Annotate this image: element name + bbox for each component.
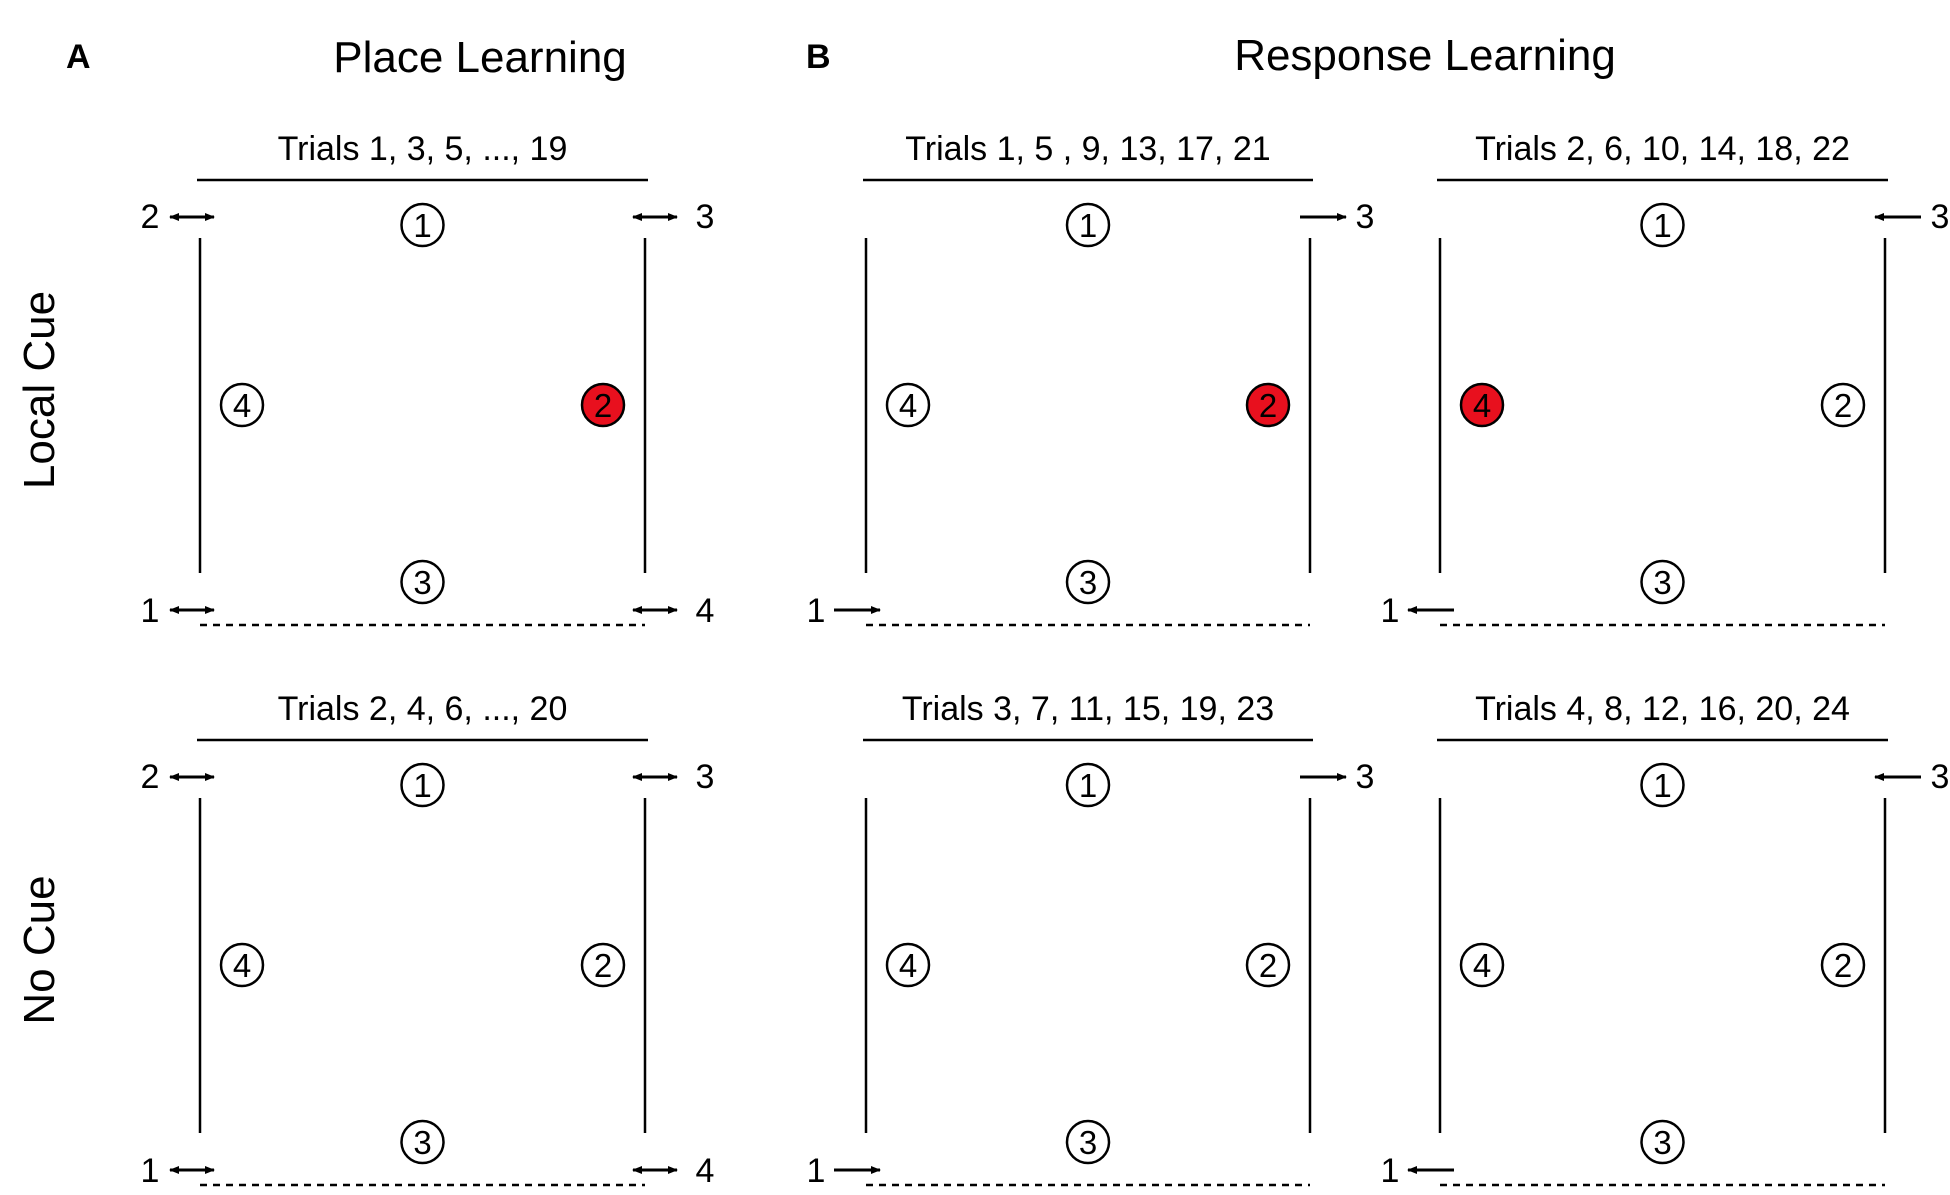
arm-circle-1 bbox=[400, 202, 445, 248]
maze-title: Trials 1, 5 , 9, 13, 17, 21 bbox=[905, 130, 1270, 168]
arm-circle-1 bbox=[1640, 202, 1685, 248]
arm-number-2: 2 bbox=[1259, 947, 1277, 984]
start-label-top-right: 3 bbox=[1931, 758, 1950, 796]
maze-title: Trials 2, 6, 10, 14, 18, 22 bbox=[1475, 130, 1850, 168]
start-label-top-right: 3 bbox=[1931, 198, 1950, 236]
arm-circle-1 bbox=[1640, 762, 1685, 808]
arm-circle-3 bbox=[1640, 1119, 1685, 1165]
arm-circle-1 bbox=[1065, 762, 1111, 808]
arm-circle-4 bbox=[885, 382, 931, 428]
arm-circle-4 bbox=[219, 382, 265, 428]
arm-number-4: 4 bbox=[1473, 387, 1491, 424]
start-label-top-left: 2 bbox=[141, 198, 160, 236]
arm-number-4: 4 bbox=[233, 947, 251, 984]
arm-number-1: 1 bbox=[1079, 767, 1097, 804]
arm-circle-3 bbox=[400, 1119, 445, 1165]
arm-circle-4 bbox=[885, 942, 931, 988]
arm-circle-3 bbox=[1065, 1119, 1111, 1165]
start-label-bottom-right: 4 bbox=[696, 592, 715, 630]
start-label-bottom-right: 4 bbox=[696, 1152, 715, 1190]
arm-circle-1 bbox=[400, 762, 445, 808]
arm-number-3: 3 bbox=[413, 1124, 431, 1161]
maze-4: Trials 2, 4, 6, ..., 20 1 2 3 4 2 3 1 4 bbox=[141, 690, 715, 1190]
arm-number-1: 1 bbox=[1653, 207, 1671, 244]
start-label-top-right: 3 bbox=[1356, 758, 1375, 796]
maze-title: Trials 3, 7, 11, 15, 19, 23 bbox=[902, 690, 1274, 728]
start-label-bottom-left: 1 bbox=[1381, 592, 1400, 630]
row-label-no-cue: No Cue bbox=[15, 875, 64, 1024]
arm-number-4: 4 bbox=[233, 387, 251, 424]
arm-number-1: 1 bbox=[1079, 207, 1097, 244]
arm-circle-4 bbox=[219, 942, 265, 988]
arm-number-2: 2 bbox=[1834, 947, 1852, 984]
maze-title: Trials 2, 4, 6, ..., 20 bbox=[278, 690, 568, 728]
start-label-bottom-left: 1 bbox=[807, 592, 826, 630]
maze-title: Trials 4, 8, 12, 16, 20, 24 bbox=[1475, 690, 1850, 728]
start-label-top-right: 3 bbox=[1356, 198, 1375, 236]
panel-a-letter: A bbox=[66, 38, 91, 76]
start-label-top-right: 3 bbox=[696, 758, 715, 796]
start-label-bottom-left: 1 bbox=[1381, 1152, 1400, 1190]
maze-5: Trials 3, 7, 11, 15, 19, 23 1 2 3 4 3 1 bbox=[807, 690, 1375, 1190]
start-label-bottom-left: 1 bbox=[807, 1152, 826, 1190]
arm-circle-3 bbox=[1640, 559, 1685, 605]
arm-circle-2 bbox=[580, 942, 626, 988]
arm-circle-4 bbox=[1459, 942, 1505, 988]
arm-number-3: 3 bbox=[1653, 1124, 1671, 1161]
arm-circle-2 bbox=[1245, 942, 1291, 988]
arm-number-2: 2 bbox=[594, 387, 612, 424]
arm-circle-1 bbox=[1065, 202, 1111, 248]
arm-number-2: 2 bbox=[1259, 387, 1277, 424]
arm-number-3: 3 bbox=[1079, 564, 1097, 601]
start-label-bottom-left: 1 bbox=[141, 1152, 160, 1190]
panel-b-letter: B bbox=[806, 38, 831, 76]
arm-circle-2 bbox=[580, 382, 626, 428]
arm-number-2: 2 bbox=[1834, 387, 1852, 424]
arm-number-1: 1 bbox=[413, 767, 431, 804]
arm-circle-2 bbox=[1820, 942, 1866, 988]
start-label-bottom-left: 1 bbox=[141, 592, 160, 630]
arm-circle-3 bbox=[1065, 559, 1111, 605]
arm-circle-2 bbox=[1245, 382, 1291, 428]
arm-number-1: 1 bbox=[413, 207, 431, 244]
maze-3: Trials 2, 6, 10, 14, 18, 22 1 2 3 4 3 1 bbox=[1381, 130, 1950, 630]
arm-number-3: 3 bbox=[1079, 1124, 1097, 1161]
row-label-local-cue: Local Cue bbox=[15, 291, 64, 489]
start-label-top-right: 3 bbox=[696, 198, 715, 236]
maze-1: Trials 1, 3, 5, ..., 19 1 2 3 4 2 3 1 4 bbox=[141, 130, 715, 630]
arm-number-1: 1 bbox=[1653, 767, 1671, 804]
arm-number-3: 3 bbox=[413, 564, 431, 601]
panel-b-title: Response Learning bbox=[1234, 31, 1616, 80]
arm-number-3: 3 bbox=[1653, 564, 1671, 601]
arm-circle-3 bbox=[400, 559, 445, 605]
maze-title: Trials 1, 3, 5, ..., 19 bbox=[278, 130, 568, 168]
maze-6: Trials 4, 8, 12, 16, 20, 24 1 2 3 4 3 1 bbox=[1381, 690, 1950, 1190]
panel-a-title: Place Learning bbox=[333, 33, 627, 82]
arm-number-4: 4 bbox=[899, 947, 917, 984]
arm-circle-4 bbox=[1459, 382, 1505, 428]
arm-circle-2 bbox=[1820, 382, 1866, 428]
arm-number-4: 4 bbox=[1473, 947, 1491, 984]
arm-number-2: 2 bbox=[594, 947, 612, 984]
arm-number-4: 4 bbox=[899, 387, 917, 424]
start-label-top-left: 2 bbox=[141, 758, 160, 796]
